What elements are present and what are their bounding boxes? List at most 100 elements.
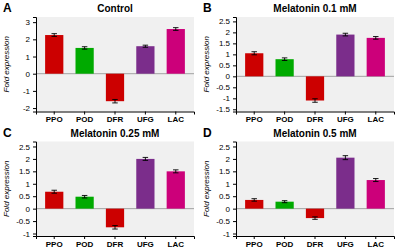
x-tick: UFG [337,112,354,125]
x-tick: PPO [46,112,63,125]
error-cap [173,30,178,31]
y-tick-mark [233,21,236,22]
x-tick: UFG [337,236,354,249]
y-tick-label: 0.5 [219,61,231,70]
y-axis-line [233,142,237,237]
error-cap [112,225,117,226]
y-tick-mark [233,87,236,88]
bar [276,202,294,209]
bar [367,38,385,76]
y-tick-mark [33,74,36,75]
x-tick-mark [315,236,316,239]
y-tick-mark [233,146,236,147]
x-tick-mark [284,112,285,115]
plot-background [36,17,194,112]
error-cap [143,160,148,161]
x-tick-mark [254,112,255,115]
y-tick: 0.5 [219,192,236,201]
error-cap [82,49,87,50]
error-bar [82,47,87,49]
bar [167,171,185,208]
y-tick-label: 2.5 [19,143,31,152]
y-tick-mark [233,184,236,185]
error-bar [143,157,148,160]
x-tick-mark [145,236,146,239]
error-stem [254,52,255,55]
plot-background [36,142,194,237]
error-cap [343,159,348,160]
plot: -1.5-1-0.500.511.522.5PPOPODDFRUFGLACMel… [202,3,395,124]
error-cap [251,198,256,199]
y-tick: -1 [223,94,236,103]
y-axis-title: Fold expression [202,35,211,92]
y-tick: 0.5 [219,61,236,70]
y-tick-label: 0.5 [219,192,231,201]
y-tick: 1 [226,180,236,189]
y-tick: 1.5 [219,167,236,176]
y-tick-label: -0.5 [216,83,230,92]
error-bar [343,156,348,160]
y-tick: -1 [23,87,36,96]
y-tick-mark [33,209,36,210]
x-tick-label: DFR [107,240,124,249]
y-tick-label: 1 [26,53,31,62]
x-axis-line [37,237,195,240]
bar [336,158,354,209]
y-tick: 1 [226,50,236,59]
x-tick: POD [276,236,294,249]
y-axis: -2-10123 [23,18,37,114]
plot-background [236,17,394,112]
y-tick-mark [233,65,236,66]
panel-label: D [203,126,212,140]
panel: -1-0.500.511.522.5PPOPODDFRUFGLACMelaton… [2,126,195,249]
x-tick-label: UFG [337,115,354,124]
y-tick-label: 3 [26,18,31,27]
error-bar [51,190,56,193]
y-tick-mark [33,234,36,235]
x-tick-label: PPO [46,115,63,124]
x-tick: LAC [168,236,185,249]
y-tick: 3 [26,18,36,27]
bar [245,53,263,76]
y-tick-label: -1 [223,230,231,239]
y-axis-line [33,142,37,237]
y-tick-mark [33,57,36,58]
error-bar [343,33,348,36]
y-tick-mark [233,32,236,33]
x-tick-label: UFG [137,115,154,124]
y-tick-label: 2 [226,28,231,37]
x-tick: LAC [168,112,185,125]
panel-label: B [203,1,212,15]
bar [136,46,154,73]
x-tick-mark [84,112,85,115]
y-tick-label: 1 [26,180,31,189]
x-tick-label: LAC [168,115,185,124]
error-cap [282,60,287,61]
x-tick: POD [76,112,94,125]
x-tick: PPO [246,236,263,249]
x-tick-label: LAC [168,240,185,249]
y-tick-mark [33,108,36,109]
error-cap [173,169,178,170]
y-tick-mark [233,43,236,44]
bar [367,180,385,209]
bar [306,76,324,100]
error-cap [112,102,117,103]
y-tick: -0.5 [216,83,236,92]
y-tick-mark [233,196,236,197]
y-tick: 2 [226,28,236,37]
y-tick-mark [233,98,236,99]
x-tick: POD [276,112,294,125]
bar [45,192,63,209]
title: Melatonin 0.25 mM [71,128,160,139]
y-tick-label: 2 [26,155,31,164]
plot: -1-0.500.511.522.5PPOPODDFRUFGLACMelaton… [202,128,395,249]
x-tick-mark [175,112,176,115]
error-cap [251,201,256,202]
y-tick: -1 [23,230,36,239]
error-cap [373,39,378,40]
error-cap [251,54,256,55]
error-cap [282,200,287,201]
x-tick-label: POD [76,240,94,249]
marks [36,28,194,103]
